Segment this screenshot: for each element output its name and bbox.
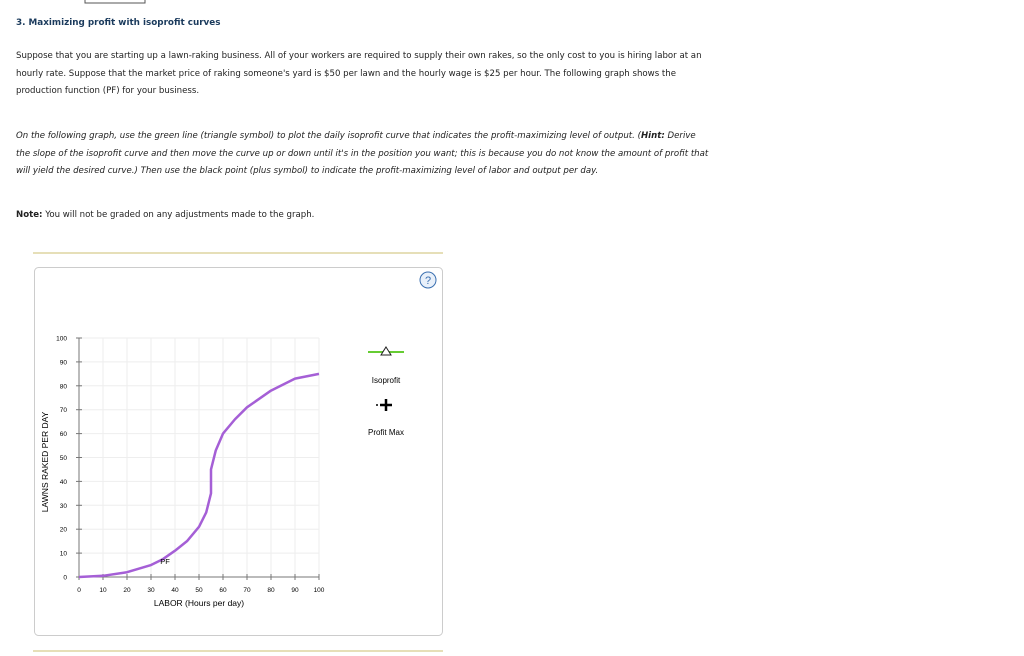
y-tick-label: 60 [60,431,68,438]
x-tick-label: 100 [314,587,325,594]
y-axis-title: LAWNS RAKED PER DAY [40,411,50,512]
y-tick-label: 90 [60,359,68,366]
series-label: PF [160,557,170,566]
note-body: You will not be graded on any adjustment… [42,210,315,220]
intro-text: Suppose that you are starting up a lawn-… [16,51,702,96]
y-tick-label: 40 [60,479,68,486]
x-tick-label: 0 [77,587,81,594]
y-tick-label: 80 [60,383,68,390]
x-tick-label: 20 [123,587,131,594]
tab-edge [84,0,146,4]
y-tick-label: 0 [63,575,67,582]
help-button[interactable]: ? [419,271,437,289]
note-label: Note: [16,210,43,220]
y-tick-label: 50 [60,455,68,462]
profit-max-dot [376,404,378,406]
tool-label: Isoprofit [372,376,401,385]
pf-curve [78,372,320,579]
instruction-text: On the following graph, use the green li… [16,128,711,181]
tool-label: Profit Max [368,428,404,437]
x-tick-label: 80 [267,587,275,594]
y-tick-label: 30 [60,503,68,510]
help-glyph[interactable]: ? [425,275,431,287]
isoprofit-tool-marker[interactable] [380,346,392,356]
x-axis-title: LABOR (Hours per day) [154,598,244,608]
instruction-end: Derive the slope of the isoprofit curve … [16,131,709,176]
y-tick-label: 100 [56,336,67,343]
x-tick-label: 50 [195,587,203,594]
x-tick-label: 90 [291,587,299,594]
graph-panel [34,267,443,636]
y-tick-label: 10 [60,551,68,558]
x-tick-label: 60 [219,587,227,594]
note-text: Note: You will not be graded on any adju… [16,207,711,225]
help-icon[interactable] [419,271,437,289]
profit-max-tool[interactable] [380,399,392,411]
hint-label: Hint: [640,131,665,141]
y-tick-label: 70 [60,407,68,414]
x-tick-label: 30 [147,587,155,594]
y-tick-label: 20 [60,527,68,534]
x-tick-label: 40 [171,587,179,594]
x-tick-label: 70 [243,587,251,594]
x-tick-label: 10 [99,587,107,594]
instruction-start: On the following graph, use the green li… [16,131,641,141]
question-title: 3. Maximizing profit with isoprofit curv… [16,18,221,28]
